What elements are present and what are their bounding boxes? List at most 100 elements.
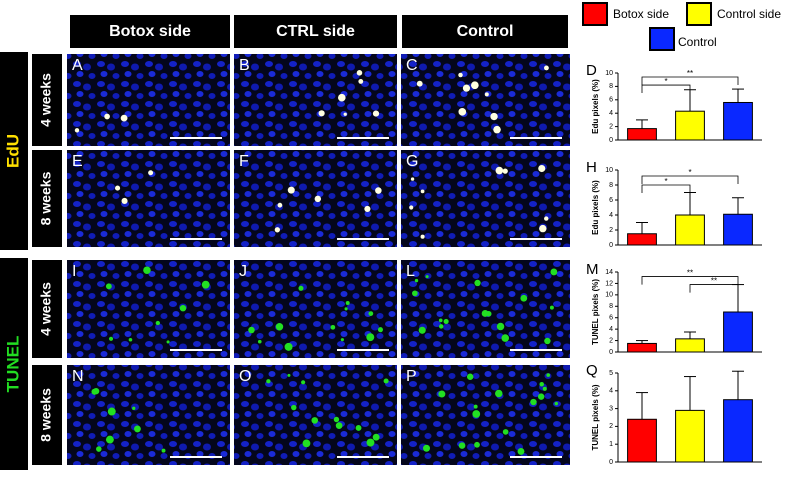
y-tick-label: 0 <box>609 137 613 144</box>
signal-spot <box>128 337 133 342</box>
bar <box>627 128 657 141</box>
signal-spot <box>143 266 151 275</box>
signal-spot <box>466 373 474 380</box>
signal-spot <box>409 205 414 210</box>
panel-letter: N <box>72 368 84 385</box>
row-label-box <box>32 260 62 358</box>
bar <box>675 110 705 141</box>
signal-spot <box>366 333 375 342</box>
signal-spot <box>364 205 371 212</box>
y-tick-label: 6 <box>609 197 613 204</box>
signal-spot <box>372 433 380 441</box>
significance-label: ** <box>711 277 717 286</box>
signal-spot <box>495 166 504 175</box>
signal-spot <box>287 186 295 194</box>
signal-spot <box>105 435 114 444</box>
column-header <box>70 15 230 48</box>
chart-panel-letter: D <box>586 62 597 79</box>
signal-spot <box>544 337 551 345</box>
signal-spot <box>179 304 187 312</box>
significance-bracket <box>641 76 739 86</box>
signal-spot <box>104 113 110 120</box>
signal-spot <box>301 380 306 385</box>
y-tick-label: 6 <box>609 97 613 104</box>
micrograph <box>67 260 230 358</box>
signal-spot <box>314 195 322 203</box>
panel-letter: O <box>239 368 251 385</box>
bar <box>723 101 753 141</box>
group-label-box <box>0 52 28 250</box>
panel-letter: I <box>72 263 76 280</box>
signal-spot <box>368 311 374 316</box>
signal-spot <box>410 177 415 181</box>
significance-bracket <box>641 84 691 94</box>
signal-spot <box>355 425 362 431</box>
signal-spot <box>544 65 549 71</box>
signal-spot <box>375 187 382 194</box>
significance-bracket <box>641 276 739 285</box>
signal-spot <box>473 404 478 409</box>
y-tick-label: 14 <box>605 269 613 276</box>
signal-spot <box>155 320 161 326</box>
bar <box>723 213 753 246</box>
panel-letter: B <box>239 57 250 74</box>
group-label: EdU <box>3 134 22 168</box>
signal-spot <box>438 390 446 398</box>
column-header <box>402 15 568 48</box>
signal-spot <box>485 311 492 317</box>
signal-spot <box>542 386 547 391</box>
signal-spot <box>318 110 325 117</box>
panel-letter: F <box>239 153 249 170</box>
signal-spot <box>161 448 166 453</box>
signal-spot <box>470 81 479 90</box>
signal-spot <box>248 326 255 334</box>
row-label: 8 weeks <box>38 388 54 442</box>
micrograph <box>67 54 230 146</box>
error-bar <box>732 88 744 103</box>
row-label: 8 weeks <box>38 171 54 225</box>
row-label-box <box>32 365 62 465</box>
signal-spot <box>358 78 364 84</box>
panel-letter: L <box>406 263 415 280</box>
chart-panel-letter: H <box>586 159 597 176</box>
y-axis-title: Edu pixels (%) <box>591 79 600 134</box>
signal-spot <box>257 339 262 344</box>
legend-label: Botox side <box>613 7 669 21</box>
signal-spot <box>530 398 537 406</box>
y-tick-label: 5 <box>609 370 613 377</box>
signal-spot <box>108 336 114 341</box>
signal-spot <box>345 300 350 305</box>
panel-letter: E <box>72 153 83 170</box>
signal-spot <box>333 416 340 423</box>
signal-spot <box>493 125 501 134</box>
signal-spot <box>546 373 551 377</box>
y-tick-label: 4 <box>609 326 613 333</box>
signal-spot <box>472 410 481 418</box>
signal-spot <box>502 168 508 174</box>
y-tick-label: 0 <box>609 242 613 249</box>
error-bar <box>636 119 648 129</box>
signal-spot <box>549 305 554 310</box>
signal-spot <box>291 404 297 411</box>
signal-spot <box>420 234 425 239</box>
panel-letter: J <box>239 263 247 280</box>
panel-letter: C <box>406 57 418 74</box>
signal-spot <box>372 110 380 117</box>
error-bar <box>636 392 648 420</box>
signal-spot <box>132 406 136 410</box>
signal-spot <box>330 324 336 330</box>
y-tick-label: 1 <box>609 441 613 448</box>
significance-bracket <box>641 184 691 193</box>
signal-spot <box>438 318 443 323</box>
signal-spot <box>418 326 426 334</box>
y-tick-label: 4 <box>609 110 613 117</box>
legend-swatch <box>686 2 712 26</box>
error-bar <box>684 376 696 411</box>
significance-label: ** <box>687 269 693 278</box>
signal-spot <box>414 278 419 283</box>
significance-label: ** <box>687 69 693 78</box>
bar <box>723 311 753 353</box>
chart-panel-letter: M <box>586 261 599 278</box>
bar <box>675 214 705 246</box>
significance-bracket <box>641 175 739 184</box>
